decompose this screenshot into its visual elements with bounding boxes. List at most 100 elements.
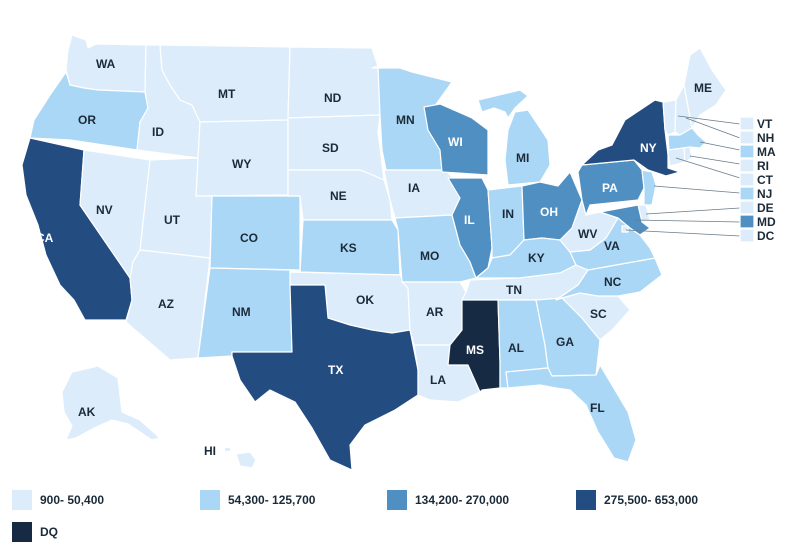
label-or: OR [78, 113, 96, 127]
label-nd: ND [324, 91, 342, 105]
label-oh: OH [540, 205, 558, 219]
label-ak: AK [78, 405, 96, 419]
label-ia: IA [408, 181, 420, 195]
state-md[interactable] [599, 204, 651, 236]
state-hi-island-small[interactable] [223, 446, 232, 453]
state-nj[interactable] [641, 169, 657, 206]
state-labels: WA OR CA ID NV MT WY UT AZ CO NM ND SD N… [36, 57, 776, 458]
state-az[interactable] [125, 249, 211, 361]
label-wi: WI [448, 135, 463, 149]
callout-box-ma[interactable] [739, 144, 755, 159]
label-pa: PA [602, 181, 618, 195]
northeast-leaders [625, 115, 741, 237]
legend-item-5[interactable]: DQ [12, 522, 58, 542]
label-ut: UT [164, 213, 181, 227]
label-dc: DC [757, 229, 775, 243]
state-me[interactable] [683, 47, 727, 129]
label-fl: FL [590, 401, 605, 415]
state-dc[interactable] [621, 225, 629, 233]
callout-box-nj[interactable] [739, 186, 755, 201]
label-il: IL [464, 213, 475, 227]
legend-label-1: 900- 50,400 [40, 493, 105, 507]
label-sc: SC [590, 307, 607, 321]
legend-label-2: 54,300- 125,700 [228, 493, 316, 507]
legend-item-4[interactable]: 275,500- 653,000 [576, 490, 698, 510]
label-sd: SD [322, 141, 339, 155]
legend-item-3[interactable]: 134,200- 270,000 [387, 490, 509, 510]
label-tx: TX [328, 363, 343, 377]
label-ar: AR [426, 305, 444, 319]
legend-swatch-2 [200, 490, 220, 510]
label-ma: MA [757, 145, 776, 159]
state-vt[interactable] [662, 99, 677, 136]
label-in: IN [502, 207, 514, 221]
legend-item-2[interactable]: 54,300- 125,700 [200, 490, 315, 510]
callout-box-de[interactable] [739, 200, 755, 215]
label-al: AL [508, 341, 524, 355]
label-ca: CA [36, 231, 54, 245]
label-mo: MO [420, 249, 439, 263]
legend-swatch-5 [12, 522, 32, 542]
label-nh: NH [757, 131, 774, 145]
state-mi[interactable] [477, 89, 551, 186]
label-nc: NC [604, 275, 622, 289]
label-ky: KY [528, 251, 545, 265]
state-ct[interactable] [667, 147, 686, 167]
state-hi[interactable] [235, 451, 257, 469]
label-az: AZ [158, 297, 174, 311]
callout-box-ct[interactable] [739, 172, 755, 187]
label-la: LA [430, 373, 446, 387]
label-nv: NV [96, 203, 113, 217]
label-ks: KS [340, 241, 357, 255]
label-mn: MN [396, 113, 415, 127]
state-ri[interactable] [683, 146, 693, 163]
state-ia[interactable] [383, 169, 461, 219]
legend-label-3: 134,200- 270,000 [415, 493, 510, 507]
label-wy: WY [232, 157, 251, 171]
legend-swatch-3 [387, 490, 407, 510]
northeast-callouts [739, 116, 755, 243]
label-vt: VT [757, 117, 773, 131]
map-legend: 900- 50,400 54,300- 125,700 134,200- 270… [0, 478, 791, 545]
us-choropleth-map: WA OR CA ID NV MT WY UT AZ CO NM ND SD N… [21, 34, 776, 471]
label-ne: NE [330, 189, 347, 203]
label-wa: WA [96, 57, 116, 71]
state-fl[interactable] [505, 364, 637, 463]
label-nm: NM [232, 305, 251, 319]
label-ct: CT [757, 173, 774, 187]
label-mi: MI [516, 151, 529, 165]
callout-box-vt[interactable] [739, 116, 755, 131]
label-nj: NJ [757, 187, 772, 201]
label-va: VA [604, 239, 620, 253]
label-wv: WV [578, 227, 597, 241]
legend-item-1[interactable]: 900- 50,400 [12, 490, 104, 510]
state-nc[interactable] [555, 257, 663, 301]
label-de: DE [757, 201, 774, 215]
label-ok: OK [356, 293, 374, 307]
legend-swatch-4 [576, 490, 596, 510]
state-nd[interactable] [287, 46, 381, 119]
callout-box-nh[interactable] [739, 130, 755, 145]
legend-label-5: DQ [40, 525, 58, 539]
state-tx[interactable] [231, 284, 419, 471]
state-ks[interactable] [299, 219, 401, 276]
label-hi: HI [204, 444, 216, 458]
label-md: MD [757, 215, 776, 229]
callout-box-md[interactable] [739, 214, 755, 229]
callout-box-ri[interactable] [739, 158, 755, 173]
state-wi[interactable] [423, 103, 489, 176]
label-co: CO [240, 231, 258, 245]
label-ri: RI [757, 159, 769, 173]
label-mt: MT [218, 87, 236, 101]
state-ne[interactable] [287, 169, 393, 221]
callout-box-dc[interactable] [739, 228, 755, 243]
legend-label-4: 275,500- 653,000 [604, 493, 699, 507]
label-tn: TN [506, 283, 522, 297]
legend-swatch-1 [12, 490, 32, 510]
label-id: ID [152, 125, 164, 139]
label-ga: GA [556, 335, 574, 349]
state-ak[interactable] [61, 365, 161, 441]
label-ms: MS [466, 343, 484, 357]
label-me: ME [694, 81, 712, 95]
